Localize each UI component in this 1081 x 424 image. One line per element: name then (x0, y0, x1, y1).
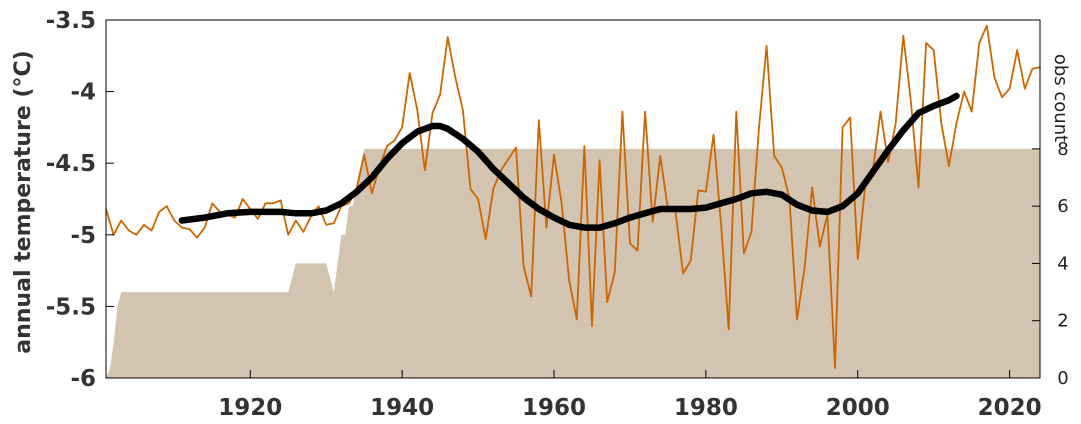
temperature-lines-layer (105, 24, 1041, 369)
y-tick-label: -4.5 (46, 151, 96, 177)
plot-frame (105, 19, 1041, 379)
obs-count-area-layer (106, 148, 1040, 378)
x-tick-label: 1940 (370, 395, 434, 421)
axis-labels-layer: annual temperature (°C) obs count (11, 50, 1071, 353)
x-tick-label: 1920 (218, 395, 282, 421)
y-tick-label: -5 (70, 223, 96, 249)
axes-layer: -6 -5.5 -5 -4.5 -4 -3.5 0 2 4 6 8 1920 1940 1960 1980 2… (46, 8, 1069, 421)
y2-tick-label: 6 (1057, 196, 1068, 217)
y2-tick-label: 2 (1057, 311, 1068, 332)
y2-tick-label: 8 (1057, 139, 1068, 160)
y2-tick-label: 4 (1057, 253, 1068, 274)
x-tick-label: 1960 (522, 395, 586, 421)
x-tick-label: 1980 (674, 395, 738, 421)
x-tick-label: 2020 (978, 395, 1042, 421)
y2-axis-label: obs count (1050, 54, 1071, 142)
y-axis-label: annual temperature (°C) (11, 50, 36, 353)
x-tick-label: 2000 (826, 395, 890, 421)
obs-count-area (106, 148, 1040, 378)
y-tick-label: -5.5 (46, 294, 96, 320)
y2-tick-label: 0 (1057, 368, 1068, 389)
y-tick-label: -6 (70, 366, 96, 392)
smoothed-temperature-line (178, 92, 960, 231)
y-tick-label: -4 (70, 80, 96, 106)
y-tick-label: -3.5 (46, 8, 96, 34)
